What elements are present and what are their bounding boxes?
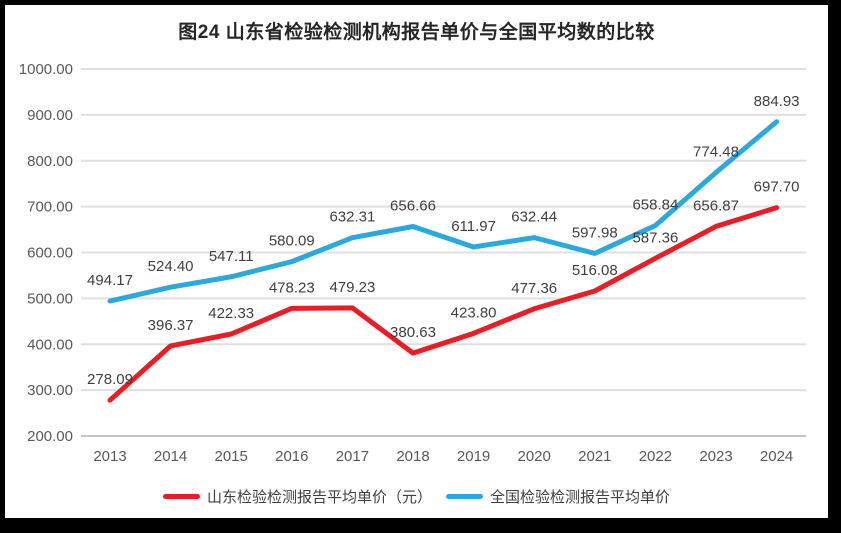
x-tick-label: 2024 — [760, 448, 793, 465]
y-tick-label: 300.00 — [27, 382, 73, 399]
data-label: 632.44 — [511, 209, 557, 226]
data-label: 656.66 — [390, 198, 436, 215]
legend-item-national: 全国检验检测报告平均单价 — [446, 486, 670, 507]
data-label: 774.48 — [693, 143, 739, 160]
data-label: 587.36 — [632, 229, 678, 246]
data-label: 547.11 — [209, 248, 254, 265]
data-label: 478.23 — [269, 279, 315, 296]
data-label: 494.17 — [87, 272, 133, 289]
y-tick-label: 200.00 — [27, 428, 73, 445]
data-label: 597.98 — [572, 224, 618, 241]
data-label: 380.63 — [390, 324, 436, 341]
data-labels-series-0: 278.09 396.37 422.33 478.23 479.23 380.63 423.… — [87, 179, 799, 388]
x-tick-label: 2016 — [275, 448, 308, 465]
legend-item-shandong: 山东检验检测报告平均单价（元） — [162, 486, 432, 507]
data-label: 278.09 — [87, 371, 133, 388]
data-label: 516.08 — [572, 262, 618, 279]
x-tick-label: 2023 — [699, 448, 732, 465]
x-tick-label: 2017 — [336, 448, 369, 465]
y-tick-label: 800.00 — [27, 153, 73, 170]
data-label: 611.97 — [451, 218, 496, 235]
y-tick-label: 700.00 — [27, 199, 73, 216]
x-tick-label: 2015 — [215, 448, 248, 465]
y-tick-label: 600.00 — [27, 245, 73, 262]
legend: 山东检验检测报告平均单价（元） 全国检验检测报告平均单价 — [5, 486, 828, 507]
series-line-1 — [107, 119, 780, 304]
data-label: 658.84 — [632, 197, 678, 214]
data-label: 524.40 — [148, 258, 194, 275]
line-chart: 200.00 300.00 400.00 500.00 600.00 700.00 800.… — [19, 61, 806, 465]
x-tick-label: 2022 — [639, 448, 672, 465]
x-tick-label: 2021 — [578, 448, 611, 465]
y-tick-label: 1000.00 — [19, 61, 73, 78]
series-line-0 — [107, 205, 780, 403]
data-label: 422.33 — [208, 305, 254, 322]
data-label: 656.87 — [693, 197, 739, 214]
data-label: 396.37 — [148, 317, 194, 334]
legend-swatch-shandong-icon — [162, 494, 200, 499]
data-label: 632.31 — [329, 209, 375, 226]
y-axis-labels: 200.00 300.00 400.00 500.00 600.00 700.00 800.… — [19, 61, 73, 445]
x-tick-label: 2019 — [457, 448, 490, 465]
legend-label-national: 全国检验检测报告平均单价 — [490, 489, 671, 506]
legend-label-shandong: 山东检验检测报告平均单价（元） — [206, 489, 432, 506]
x-axis-labels: 2013 2014 2015 2016 2017 2018 2019 2020 2021 2022… — [93, 448, 793, 465]
x-tick-label: 2020 — [518, 448, 551, 465]
data-label: 477.36 — [511, 280, 557, 297]
y-tick-label: 900.00 — [27, 107, 73, 124]
gridlines — [81, 68, 806, 437]
data-labels-series-1: 494.17 524.40 547.11 580.09 632.31 656.66 611.… — [87, 93, 799, 289]
x-tick-label: 2013 — [93, 448, 126, 465]
x-tick-label: 2014 — [154, 448, 187, 465]
legend-swatch-national-icon — [446, 494, 483, 499]
chart-canvas: 200.00 300.00 400.00 500.00 600.00 700.00 800.… — [5, 5, 828, 518]
x-tick-label: 2018 — [396, 448, 429, 465]
data-label: 884.93 — [754, 93, 800, 110]
data-label: 697.70 — [754, 179, 800, 196]
data-label: 580.09 — [269, 233, 315, 250]
y-tick-label: 400.00 — [27, 336, 73, 353]
data-label: 479.23 — [329, 279, 375, 296]
y-tick-label: 500.00 — [27, 290, 73, 307]
chart-title: 图24 山东省检验检测机构报告单价与全国平均数的比较 — [178, 22, 655, 43]
data-label: 423.80 — [451, 304, 497, 321]
